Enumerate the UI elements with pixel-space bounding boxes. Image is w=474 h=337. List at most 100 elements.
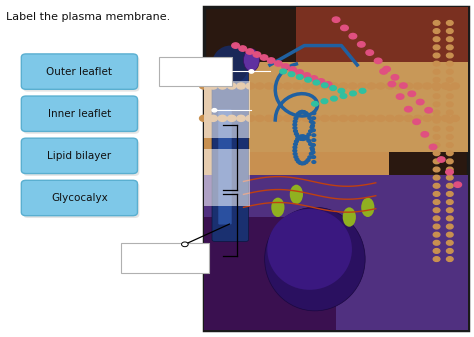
Circle shape xyxy=(447,167,453,172)
Circle shape xyxy=(433,126,440,131)
Circle shape xyxy=(433,216,440,221)
Circle shape xyxy=(293,149,297,152)
Circle shape xyxy=(301,135,305,137)
Bar xyxy=(204,175,468,330)
Circle shape xyxy=(274,61,282,66)
Circle shape xyxy=(264,83,273,89)
Circle shape xyxy=(308,117,312,119)
Circle shape xyxy=(433,86,440,90)
Circle shape xyxy=(447,61,453,66)
Circle shape xyxy=(310,76,318,81)
FancyBboxPatch shape xyxy=(21,96,137,131)
Circle shape xyxy=(293,120,297,123)
Circle shape xyxy=(400,83,407,88)
Circle shape xyxy=(408,91,416,96)
Circle shape xyxy=(305,135,309,138)
Circle shape xyxy=(433,167,440,172)
Circle shape xyxy=(293,130,297,132)
Circle shape xyxy=(447,29,453,33)
Circle shape xyxy=(405,106,412,112)
Circle shape xyxy=(433,21,440,25)
Circle shape xyxy=(293,143,297,146)
Circle shape xyxy=(433,191,440,196)
Circle shape xyxy=(383,66,391,72)
Circle shape xyxy=(289,67,296,72)
Circle shape xyxy=(212,109,217,112)
Circle shape xyxy=(299,137,303,140)
FancyBboxPatch shape xyxy=(23,141,139,176)
Circle shape xyxy=(304,161,308,163)
Text: Lipid bilayer: Lipid bilayer xyxy=(47,151,111,161)
Circle shape xyxy=(413,119,420,124)
Circle shape xyxy=(395,83,403,89)
Circle shape xyxy=(404,115,413,121)
Circle shape xyxy=(255,83,264,89)
Circle shape xyxy=(209,83,218,89)
Circle shape xyxy=(294,132,298,135)
Circle shape xyxy=(300,162,304,165)
Circle shape xyxy=(283,83,292,89)
Circle shape xyxy=(433,249,440,253)
Circle shape xyxy=(288,72,295,76)
Circle shape xyxy=(297,136,301,139)
Circle shape xyxy=(433,37,440,41)
Ellipse shape xyxy=(361,197,374,217)
Ellipse shape xyxy=(212,45,249,84)
Circle shape xyxy=(348,83,357,89)
Ellipse shape xyxy=(343,207,356,227)
Bar xyxy=(204,149,250,206)
Circle shape xyxy=(447,53,453,58)
Circle shape xyxy=(433,45,440,50)
Circle shape xyxy=(447,118,453,123)
Circle shape xyxy=(332,17,340,22)
Circle shape xyxy=(447,257,453,262)
Circle shape xyxy=(432,115,441,121)
Text: Inner leaflet: Inner leaflet xyxy=(48,109,111,119)
Circle shape xyxy=(433,240,440,245)
Circle shape xyxy=(341,25,348,31)
Circle shape xyxy=(232,43,239,48)
FancyBboxPatch shape xyxy=(212,70,248,241)
Circle shape xyxy=(447,183,453,188)
Circle shape xyxy=(433,53,440,58)
Circle shape xyxy=(447,69,453,74)
FancyBboxPatch shape xyxy=(218,109,232,224)
Circle shape xyxy=(447,151,453,156)
Circle shape xyxy=(312,161,316,163)
Circle shape xyxy=(367,83,375,89)
Circle shape xyxy=(306,159,310,161)
Circle shape xyxy=(253,52,261,57)
Circle shape xyxy=(274,83,283,89)
Circle shape xyxy=(447,110,453,115)
Circle shape xyxy=(417,99,424,105)
FancyBboxPatch shape xyxy=(23,56,139,92)
Circle shape xyxy=(312,134,316,136)
Circle shape xyxy=(447,240,453,245)
Circle shape xyxy=(200,83,208,89)
Circle shape xyxy=(330,115,338,121)
Circle shape xyxy=(310,124,314,127)
Circle shape xyxy=(433,94,440,98)
Circle shape xyxy=(423,115,431,121)
Circle shape xyxy=(423,83,431,89)
Circle shape xyxy=(237,115,246,121)
Ellipse shape xyxy=(267,209,352,290)
Circle shape xyxy=(451,83,459,89)
Bar xyxy=(230,62,468,152)
Ellipse shape xyxy=(264,207,365,311)
Circle shape xyxy=(297,136,301,139)
Circle shape xyxy=(414,115,422,121)
Circle shape xyxy=(447,45,453,50)
Circle shape xyxy=(297,112,301,115)
Circle shape xyxy=(359,89,366,93)
Circle shape xyxy=(292,115,301,121)
Circle shape xyxy=(324,82,332,87)
Circle shape xyxy=(293,127,297,129)
Circle shape xyxy=(313,80,320,85)
Circle shape xyxy=(433,175,440,180)
Circle shape xyxy=(200,115,208,121)
Circle shape xyxy=(246,83,255,89)
Circle shape xyxy=(294,117,298,120)
Circle shape xyxy=(446,170,453,175)
Circle shape xyxy=(433,78,440,82)
